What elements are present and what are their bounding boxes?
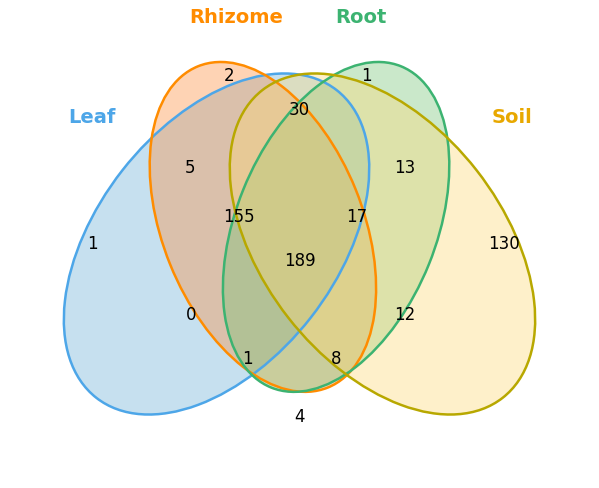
Text: 4: 4 [294,408,305,426]
Text: 130: 130 [489,235,521,253]
Text: 12: 12 [394,306,415,324]
Text: Leaf: Leaf [68,108,116,126]
Text: 1: 1 [87,235,98,253]
Text: 17: 17 [346,208,368,226]
Text: Rhizome: Rhizome [189,8,283,26]
Text: 1: 1 [362,67,372,84]
Ellipse shape [150,62,376,392]
Ellipse shape [64,74,369,414]
Text: 155: 155 [223,208,255,226]
Text: Root: Root [335,8,386,26]
Ellipse shape [223,62,449,392]
Text: Soil: Soil [491,108,532,126]
Text: 0: 0 [186,306,196,324]
Text: 2: 2 [223,67,234,84]
Text: 13: 13 [394,160,415,177]
Text: 8: 8 [331,350,341,367]
Text: 30: 30 [289,101,310,119]
Text: 1: 1 [242,350,253,367]
Ellipse shape [230,74,535,414]
Text: 189: 189 [284,252,315,270]
Text: 5: 5 [184,160,195,177]
